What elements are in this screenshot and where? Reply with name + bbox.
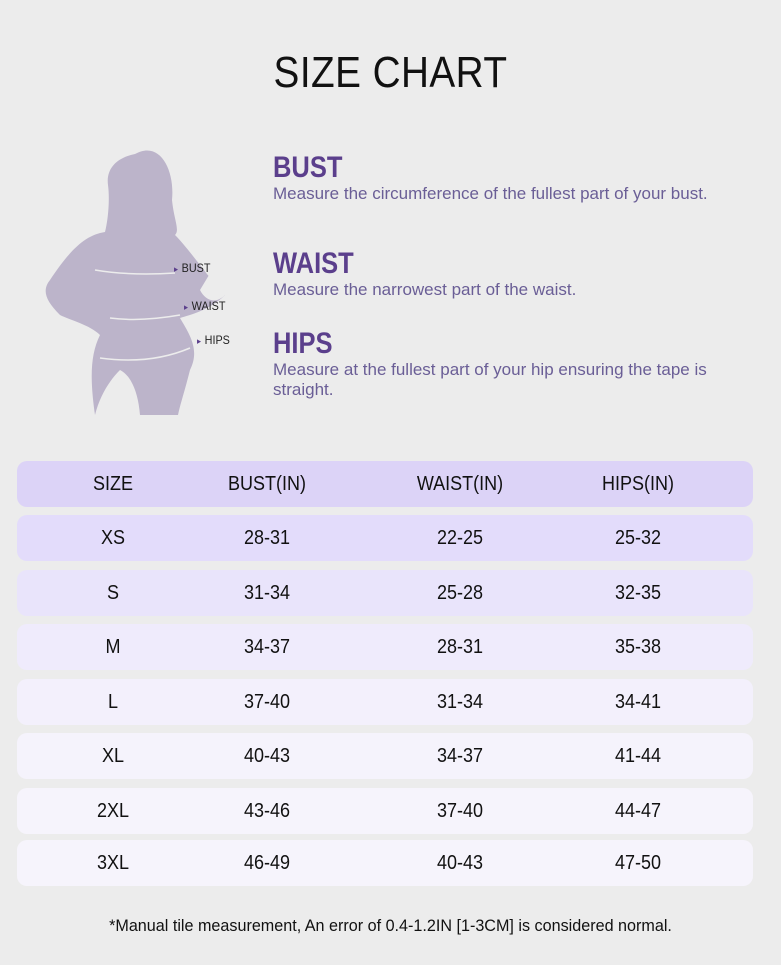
hips-heading: HIPS [273,327,333,360]
table-row: XL 40-43 34-37 41-44 [17,733,753,779]
bust-label: BUST [174,261,211,275]
table-cell: 25-28 [436,581,484,604]
hips-description: Measure at the fullest part of your hip … [273,360,707,399]
header-hips: HIPS(IN) [602,472,674,495]
table-cell: 47-50 [614,851,662,874]
table-cell: 43-46 [243,799,291,822]
table-cell: 32-35 [614,581,662,604]
table-cell: 34-41 [614,690,662,713]
table-cell: 28-31 [243,526,291,549]
table-cell: 31-34 [243,581,291,604]
silhouette-image [45,150,226,415]
table-cell: 40-43 [243,744,291,767]
table-cell: 28-31 [436,635,484,658]
body-silhouette-figure: BUST WAIST HIPS [40,140,250,415]
table-cell: XS [100,526,126,549]
table-cell: 37-40 [243,690,291,713]
bust-section: BUST Measure the circumference of the fu… [273,152,743,204]
table-row: 3XL 46-49 40-43 47-50 [17,840,753,886]
table-cell: 3XL [96,851,130,874]
table-cell: 34-37 [243,635,291,658]
table-cell: S [106,581,120,604]
waist-description: Measure the narrowest part of the waist. [273,280,577,299]
header-size: SIZE [92,472,134,495]
table-cell: 22-25 [436,526,484,549]
table-cell: 35-38 [614,635,662,658]
table-header-row: SIZE BUST(IN) WAIST(IN) HIPS(IN) [17,461,753,507]
table-row: L 37-40 31-34 34-41 [17,679,753,725]
table-cell: 31-34 [436,690,484,713]
table-cell: 41-44 [614,744,662,767]
bust-description: Measure the circumference of the fullest… [273,184,708,203]
bust-heading: BUST [273,151,343,184]
waist-label: WAIST [184,299,226,313]
table-cell: 46-49 [243,851,291,874]
table-row: M 34-37 28-31 35-38 [17,624,753,670]
table-row: 2XL 43-46 37-40 44-47 [17,788,753,834]
table-cell: 34-37 [436,744,484,767]
table-row: XS 28-31 22-25 25-32 [17,515,753,561]
page-title: SIZE CHART [273,48,508,97]
table-cell: 40-43 [436,851,484,874]
hips-label: HIPS [197,333,230,347]
header-waist: WAIST(IN) [416,472,504,495]
table-cell: 44-47 [614,799,662,822]
measurement-note: *Manual tile measurement, An error of 0.… [109,916,672,935]
table-cell: XL [101,744,125,767]
header-bust: BUST(IN) [227,472,307,495]
table-cell: 37-40 [436,799,484,822]
waist-heading: WAIST [273,247,354,280]
hips-section: HIPS Measure at the fullest part of your… [273,328,743,400]
table-cell: 25-32 [614,526,662,549]
table-cell: L [107,690,119,713]
table-cell: 2XL [96,799,130,822]
waist-section: WAIST Measure the narrowest part of the … [273,248,743,300]
table-cell: M [105,635,121,658]
table-row: S 31-34 25-28 32-35 [17,570,753,616]
